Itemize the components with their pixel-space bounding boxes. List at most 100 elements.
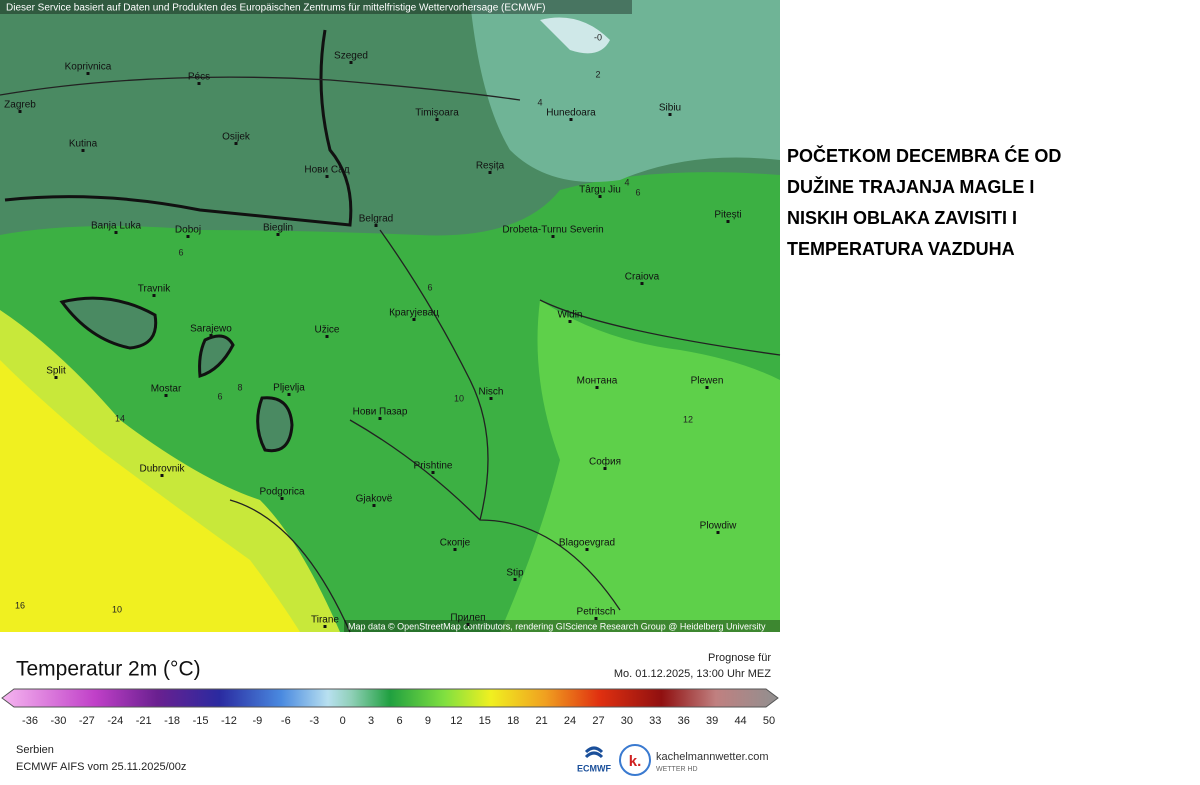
place-dot — [595, 386, 599, 389]
place-label: Pécs — [188, 72, 210, 83]
attribution-bottom: Map data © OpenStreetMap contributors, r… — [348, 621, 766, 631]
place-dot — [431, 471, 435, 474]
fog-area — [198, 334, 235, 378]
scale-tick-label: 27 — [592, 715, 604, 727]
place-label: Podgorica — [259, 487, 304, 498]
headline: POČETKOM DECEMBRA ĆE OD DUŽINE TRAJANJA M… — [787, 145, 1061, 259]
logo-k: k. — [629, 753, 642, 770]
place-label: Koprivnica — [65, 62, 112, 73]
place-label: Plewen — [691, 376, 724, 387]
fog-boundary — [4, 29, 353, 227]
place-dot — [412, 318, 416, 321]
place-label: Скопје — [440, 538, 471, 549]
place-label: Osijek — [222, 132, 251, 143]
map: Dieser Service basiert auf Daten und Pro… — [0, 0, 781, 633]
scale-tick-label: -36 — [22, 715, 38, 727]
isoline-label: 10 — [112, 604, 122, 614]
ecmwf-icon — [584, 746, 604, 759]
logo-site: kachelmannwetter.com — [656, 751, 769, 763]
place-dot — [603, 467, 607, 470]
isoline-label: 8 — [237, 382, 242, 392]
place-dot — [160, 474, 164, 477]
place-dot — [551, 235, 555, 238]
isoline-label: 4 — [624, 177, 629, 187]
scale-tick-label: 50 — [763, 715, 775, 727]
scale-tick-label: 21 — [535, 715, 547, 727]
place-label: Belgrad — [359, 214, 393, 225]
place-dot — [372, 504, 376, 507]
scale-tick-label: 18 — [507, 715, 519, 727]
place-label: Крагујевац — [389, 308, 439, 319]
place-dot — [435, 118, 439, 121]
scale-tick-label: -27 — [79, 715, 95, 727]
place-label: Нови Пазар — [353, 407, 408, 418]
place-dot — [716, 531, 720, 534]
place-dot — [164, 394, 168, 397]
place-label: Прилеп — [450, 613, 485, 624]
scale-tick-label: 3 — [368, 715, 374, 727]
place-label: Szeged — [334, 51, 368, 62]
place-dot — [726, 220, 730, 223]
logo-circle — [619, 744, 651, 776]
headline-line: DUŽINE TRAJANJA MAGLE I — [787, 176, 1034, 197]
place-label: Hunedoara — [546, 108, 596, 119]
isoline-label: 12 — [683, 414, 693, 424]
place-dot — [374, 224, 378, 227]
model-run: ECMWF AIFS vom 25.11.2025/00z — [16, 761, 186, 773]
fog-area — [59, 296, 158, 350]
cool-zone — [470, 0, 780, 182]
isoline-label: 16 — [15, 600, 25, 610]
isoline-label: -0 — [594, 32, 602, 42]
place-label: Târgu Jiu — [579, 185, 621, 196]
attribution-bg — [0, 0, 632, 14]
sea-zone — [0, 360, 300, 632]
scale-tick-label: -21 — [136, 715, 152, 727]
place-label: Reșița — [476, 161, 505, 172]
place-dot — [569, 118, 573, 121]
place-label: Dubrovnik — [139, 464, 185, 475]
scale-tick-label: -15 — [193, 715, 209, 727]
places: Koprivnica Pécs Szeged Zagreb Kutina Osijek Ti… — [4, 51, 742, 628]
scale-tick-label: 44 — [734, 715, 746, 727]
fog-area — [256, 396, 294, 453]
place-label: Travnik — [138, 284, 171, 295]
place-label: Kutina — [69, 139, 98, 150]
place-label: Нови Сад — [304, 165, 349, 176]
place-dot — [488, 171, 492, 174]
place-dot — [234, 142, 238, 145]
prognosis-time: Mo. 01.12.2025, 13:00 Uhr MEZ — [614, 668, 771, 680]
place-label: Sibiu — [659, 103, 681, 114]
prognosis-label: Prognose für — [708, 652, 771, 664]
scale-ticks: -36 -30 -27 -24 -21 -18 -15 -12 -9 -6 -3 0 3 6 9 12 15 18… — [22, 715, 775, 727]
place-dot — [598, 195, 602, 198]
scale-tick-label: 15 — [479, 715, 491, 727]
cold-spot — [540, 17, 610, 54]
scale-tick-label: 6 — [396, 715, 402, 727]
place-label: Prishtine — [414, 461, 453, 472]
place-dot — [585, 548, 589, 551]
place-dot — [513, 578, 517, 581]
place-dot — [186, 235, 190, 238]
place-label: Timișoara — [415, 108, 459, 119]
headline-line: POČETKOM DECEMBRA ĆE OD — [787, 145, 1061, 166]
place-dot — [86, 72, 90, 75]
place-label: Banja Luka — [91, 221, 141, 232]
place-label: Widin — [557, 310, 582, 321]
place-dot — [209, 334, 213, 337]
scale-tick-label: 30 — [621, 715, 633, 727]
place-dot — [668, 113, 672, 116]
logo-sub: WETTER HD — [656, 766, 698, 773]
place-dot — [453, 548, 457, 551]
place-label: Tirane — [311, 615, 339, 626]
place-dot — [325, 335, 329, 338]
scale-tick-label: -6 — [281, 715, 291, 727]
logo-ecmwf: ECMWF — [577, 763, 611, 773]
isoline-label: 6 — [178, 247, 183, 257]
place-dot — [81, 149, 85, 152]
place-label: София — [589, 456, 621, 468]
scale-tick-label: 39 — [706, 715, 718, 727]
isoline-label: 6 — [635, 187, 640, 197]
scale-tick-label: 12 — [450, 715, 462, 727]
